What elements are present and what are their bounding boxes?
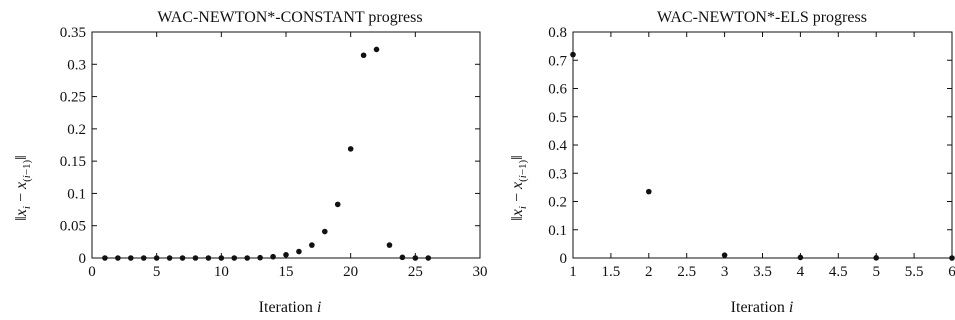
plot-area <box>572 31 953 259</box>
x-tick-label: 5 <box>872 264 880 280</box>
x-tick-label: 10 <box>214 264 229 280</box>
y-tick-label: 0.5 <box>548 110 567 126</box>
y-tick-label: 0.4 <box>548 138 567 154</box>
chart-panel-els: WAC-NEWTON*-ELS progress Iteration i ‖xi… <box>509 9 955 316</box>
data-point <box>283 251 289 258</box>
data-point <box>205 255 212 261</box>
data-point <box>115 255 121 261</box>
data-point <box>570 51 576 58</box>
data-point <box>646 188 652 195</box>
x-tick-label: 5 <box>153 264 161 280</box>
data-point <box>721 252 728 258</box>
data-point <box>244 255 250 261</box>
data-point <box>296 248 302 255</box>
data-point <box>128 255 134 261</box>
data-point <box>949 255 955 261</box>
data-point <box>386 242 393 248</box>
y-tick-label: 0.2 <box>548 195 567 211</box>
x-tick-label: 15 <box>279 264 294 280</box>
x-tick-label: 2.5 <box>677 264 696 280</box>
x-tick-label: 5.5 <box>905 264 924 280</box>
chart-panel-constant: WAC-NEWTON*-CONSTANT progress Iteration … <box>13 9 488 316</box>
y-tick-label: 0.8 <box>548 25 567 41</box>
y-tick-label: 0.35 <box>60 25 86 41</box>
x-tick-label: 1.5 <box>602 264 621 280</box>
x-tick-label: 25 <box>408 264 423 280</box>
x-tick-label: 20 <box>343 264 358 280</box>
chart-title: WAC-NEWTON*-ELS progress <box>657 9 867 26</box>
data-point <box>360 52 367 59</box>
y-tick-label: 0.6 <box>548 82 567 98</box>
y-axis-label: ‖xi − x(i−1)‖ <box>13 155 33 220</box>
data-point <box>257 254 263 261</box>
plot-area <box>91 31 481 259</box>
data-point <box>231 255 238 261</box>
y-tick-label: 0.3 <box>548 166 567 182</box>
data-point <box>309 242 315 248</box>
data-point <box>192 255 199 261</box>
x-tick-label: 2 <box>645 264 653 280</box>
data-point <box>102 255 108 261</box>
chart-title: WAC-NEWTON*-CONSTANT progress <box>157 9 422 26</box>
y-tick-label: 0.25 <box>60 90 86 106</box>
x-axis-label: Iteration i <box>259 299 322 316</box>
data-point <box>797 254 804 261</box>
x-tick-label: 1 <box>569 264 577 280</box>
y-tick-label: 0 <box>79 251 87 267</box>
x-axis-label: Iteration i <box>731 299 794 316</box>
data-point <box>412 255 419 261</box>
x-tick-label: 3.5 <box>753 264 772 280</box>
y-tick-label: 0.15 <box>60 154 86 170</box>
data-point <box>179 255 186 261</box>
x-tick-label: 4 <box>797 264 805 280</box>
y-tick-label: 0.7 <box>548 53 567 69</box>
data-point <box>218 255 225 261</box>
x-tick-label: 3 <box>721 264 729 280</box>
x-tick-label: 6 <box>948 264 955 280</box>
y-tick-label: 0.2 <box>67 122 86 138</box>
y-tick-label: 0 <box>560 251 568 267</box>
data-point <box>140 255 147 261</box>
y-axis-label: ‖xi − x(i−1)‖ <box>509 155 529 220</box>
data-point <box>425 255 432 261</box>
y-tick-label: 0.3 <box>67 57 86 73</box>
data-point <box>166 255 173 261</box>
data-point <box>373 46 380 53</box>
data-point <box>873 255 879 261</box>
data-point <box>334 201 341 208</box>
y-tick-label: 0.05 <box>60 219 86 235</box>
data-point <box>270 253 276 260</box>
x-tick-label: 30 <box>473 264 488 280</box>
data-point <box>399 254 406 261</box>
data-point <box>322 228 328 235</box>
x-tick-label: 4.5 <box>829 264 848 280</box>
y-tick-label: 0.1 <box>67 186 86 202</box>
y-tick-label: 0.1 <box>548 223 567 239</box>
x-tick-label: 0 <box>88 264 96 280</box>
data-point <box>347 146 354 152</box>
data-point <box>153 255 160 261</box>
